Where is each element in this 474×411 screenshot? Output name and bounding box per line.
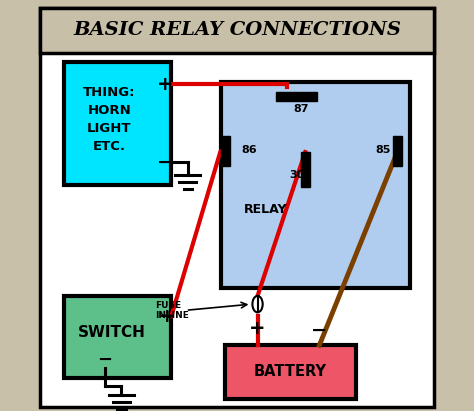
FancyBboxPatch shape — [220, 82, 410, 288]
FancyBboxPatch shape — [220, 136, 229, 166]
FancyBboxPatch shape — [301, 152, 310, 187]
Text: +: + — [249, 319, 266, 338]
Text: THING:
HORN
LIGHT
ETC.: THING: HORN LIGHT ETC. — [83, 85, 136, 153]
FancyBboxPatch shape — [40, 8, 434, 407]
FancyBboxPatch shape — [64, 296, 171, 378]
FancyBboxPatch shape — [393, 136, 402, 166]
Text: BASIC RELAY CONNECTIONS: BASIC RELAY CONNECTIONS — [73, 21, 401, 39]
Text: +: + — [159, 307, 175, 326]
FancyBboxPatch shape — [40, 8, 434, 53]
Text: SWITCH: SWITCH — [77, 326, 146, 340]
Text: −: − — [311, 321, 328, 339]
Text: FUSE
INLINE: FUSE INLINE — [155, 300, 189, 320]
Text: 86: 86 — [242, 145, 257, 155]
Text: 30: 30 — [289, 170, 304, 180]
Text: 87: 87 — [293, 104, 309, 114]
Ellipse shape — [253, 296, 263, 312]
FancyBboxPatch shape — [276, 92, 317, 101]
FancyBboxPatch shape — [225, 345, 356, 399]
Text: RELAY: RELAY — [244, 203, 288, 216]
Text: BATTERY: BATTERY — [254, 365, 327, 379]
Text: −: − — [157, 153, 173, 172]
FancyBboxPatch shape — [64, 62, 171, 185]
Text: +: + — [157, 75, 173, 94]
Text: −: − — [98, 351, 112, 369]
Text: 85: 85 — [375, 145, 391, 155]
